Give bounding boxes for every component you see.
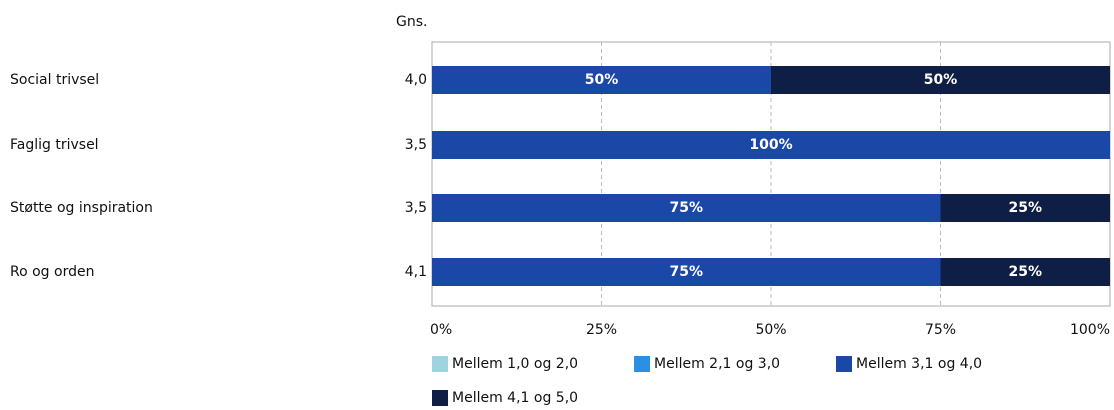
legend-label: Mellem 3,1 og 4,0 xyxy=(856,356,982,372)
bar-segment xyxy=(940,258,1110,286)
legend-swatch xyxy=(634,356,650,372)
legend-label: Mellem 1,0 og 2,0 xyxy=(452,356,578,372)
legend-swatch xyxy=(432,390,448,406)
averages-header: Gns. xyxy=(396,14,427,30)
bar-segment xyxy=(432,258,941,286)
bar-segment xyxy=(432,66,771,94)
average-label: 3,5 xyxy=(405,200,427,216)
value-label: 75% xyxy=(669,200,703,216)
value-label: 50% xyxy=(585,72,619,88)
plot-frame xyxy=(431,41,1111,307)
x-tick-label: 75% xyxy=(925,322,956,338)
bar-segment xyxy=(771,66,1110,94)
bar-segment xyxy=(432,194,941,222)
x-tick-label: 50% xyxy=(755,322,786,338)
category-label: Faglig trivsel xyxy=(10,137,99,153)
value-label: 25% xyxy=(1008,200,1042,216)
value-label: 25% xyxy=(1008,264,1042,280)
average-label: 3,5 xyxy=(405,137,427,153)
category-label: Ro og orden xyxy=(10,264,94,280)
bar-segment xyxy=(940,194,1110,222)
x-tick-label: 100% xyxy=(1070,322,1110,338)
category-label: Social trivsel xyxy=(10,72,99,88)
x-tick-label: 25% xyxy=(586,322,617,338)
legend-swatch xyxy=(432,356,448,372)
value-label: 50% xyxy=(924,72,958,88)
category-label: Støtte og inspiration xyxy=(10,200,153,216)
value-label: 75% xyxy=(669,264,703,280)
bar-segment xyxy=(432,131,1110,159)
legend-label: Mellem 2,1 og 3,0 xyxy=(654,356,780,372)
x-tick-label: 0% xyxy=(430,322,452,338)
average-label: 4,0 xyxy=(405,72,427,88)
value-label: 100% xyxy=(749,137,792,153)
legend-label: Mellem 4,1 og 5,0 xyxy=(452,390,578,406)
average-label: 4,1 xyxy=(405,264,427,280)
legend-swatch xyxy=(836,356,852,372)
